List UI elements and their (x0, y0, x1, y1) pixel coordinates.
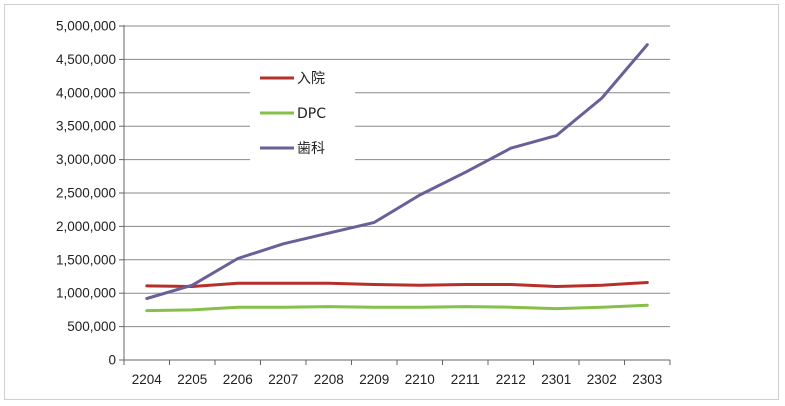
chart-frame: 0 500,000 1,000,000 1,500,000 2,000,000 2,500… (4, 4, 779, 400)
series-line-1 (145, 281, 649, 288)
y-tick-label: 3,000,000 (56, 152, 116, 167)
x-tick-label: 2209 (359, 372, 389, 387)
x-tick-label: 2211 (451, 372, 480, 387)
y-tick-label: 2,000,000 (56, 219, 116, 234)
y-tick-label: 1,000,000 (56, 286, 116, 301)
x-tick-label: 2302 (587, 372, 617, 387)
series-line-2 (145, 303, 649, 313)
y-tick-label: 0 (108, 353, 116, 368)
line-chart: 0 500,000 1,000,000 1,500,000 2,000,000 2,500… (56, 19, 671, 387)
legend-label: DPC (297, 106, 326, 122)
y-tick-label: 500,000 (67, 319, 116, 334)
x-tick-label: 2207 (268, 372, 298, 387)
x-tick-label: 2205 (177, 372, 207, 387)
x-tick-label: 2204 (132, 372, 163, 387)
x-tick-label: 2301 (541, 372, 571, 387)
y-tick-label: 3,500,000 (56, 119, 116, 134)
gridlines (124, 25, 670, 328)
y-tick-label: 1,500,000 (56, 252, 116, 267)
x-tick-label: 2206 (223, 372, 253, 387)
y-tick-label: 4,500,000 (56, 52, 116, 67)
x-tick-label: 2210 (405, 372, 435, 387)
x-tick-label: 2212 (496, 372, 526, 387)
legend: 入院 DPC 歯科 (250, 60, 355, 167)
series-line-3 (145, 43, 649, 300)
y-tick-label: 5,000,000 (56, 19, 116, 34)
y-axis-ticks: 0 500,000 1,000,000 1,500,000 2,000,000 2,500… (56, 19, 124, 368)
x-axis-ticks: 2204 2205 2206 2207 2208 2209 2210 2211 2212 2301… (123, 360, 671, 387)
y-tick-label: 2,500,000 (56, 186, 116, 201)
series-lines (145, 43, 649, 313)
x-tick-label: 2208 (314, 372, 344, 387)
y-tick-label: 4,000,000 (56, 85, 116, 100)
x-tick-label: 2303 (632, 372, 662, 387)
legend-label: 歯科 (297, 141, 325, 157)
legend-label: 入院 (297, 71, 325, 87)
